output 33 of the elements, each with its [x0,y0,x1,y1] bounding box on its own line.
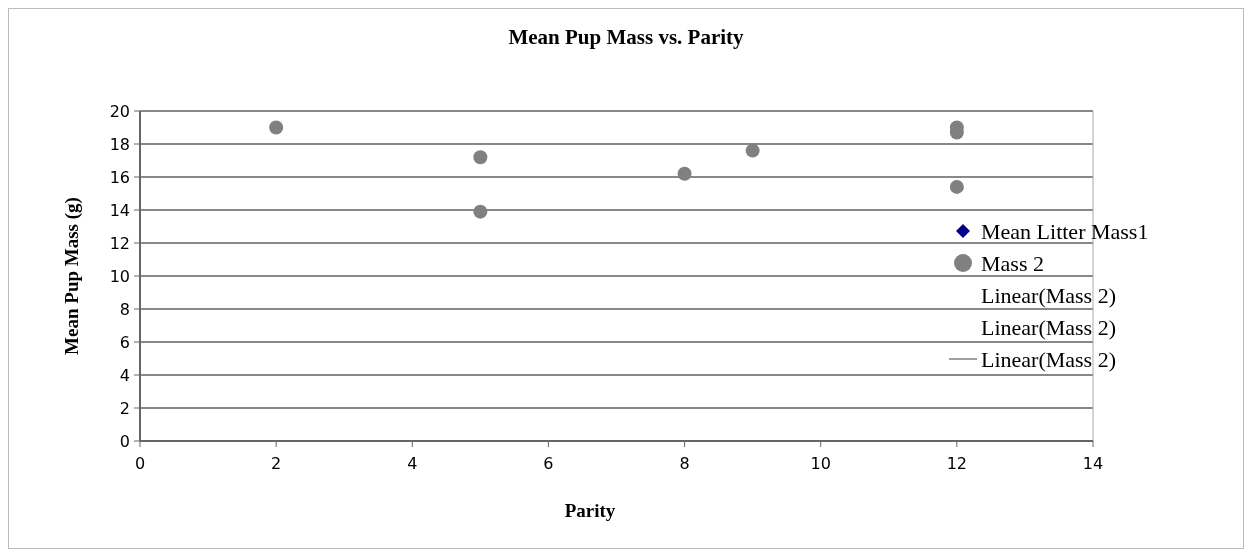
x-tick-label: 4 [407,454,418,473]
text: Linear(Mass 2) [981,314,1117,340]
point [745,143,760,158]
y-tick-label: 4 [119,365,130,385]
y-tick-label: 16 [109,167,130,187]
x-tick-label: 10 [810,454,831,473]
point [949,179,964,194]
x-tick-label: 8 [679,454,690,473]
x-tick-label: 0 [134,454,146,473]
legend-label: Mass 2 [981,250,1044,276]
point [677,166,692,181]
legend-label: Linear(Mass 2) [981,346,1117,372]
chart-title: Mean Pup Mass vs. Parity [508,25,745,49]
y-tick-label: 20 [109,101,130,121]
x-tick-label: 14 [1082,454,1104,473]
legend-label: Mean Litter Mass1 [981,218,1149,244]
point [473,150,488,165]
x-tick-label: 12 [946,454,968,473]
y-tick-label: 18 [109,134,130,154]
y-tick-label: 10 [109,266,130,286]
text: Linear(Mass 2) [981,282,1117,308]
point [269,120,284,135]
y-tick-label: 12 [109,233,130,253]
x-tick-label: 2 [271,454,282,473]
y-tick-label: 6 [119,332,130,352]
y-tick-label: 0 [119,431,130,451]
x-tick-label: 6 [543,454,554,473]
y-tick-label: 14 [109,200,130,220]
y-tick-label: 2 [119,398,130,418]
point [473,204,488,219]
y-axis-title: Mean Pup Mass (g) [61,197,83,355]
x-axis-title: Parity [564,500,616,521]
y-tick-label: 8 [119,299,130,319]
